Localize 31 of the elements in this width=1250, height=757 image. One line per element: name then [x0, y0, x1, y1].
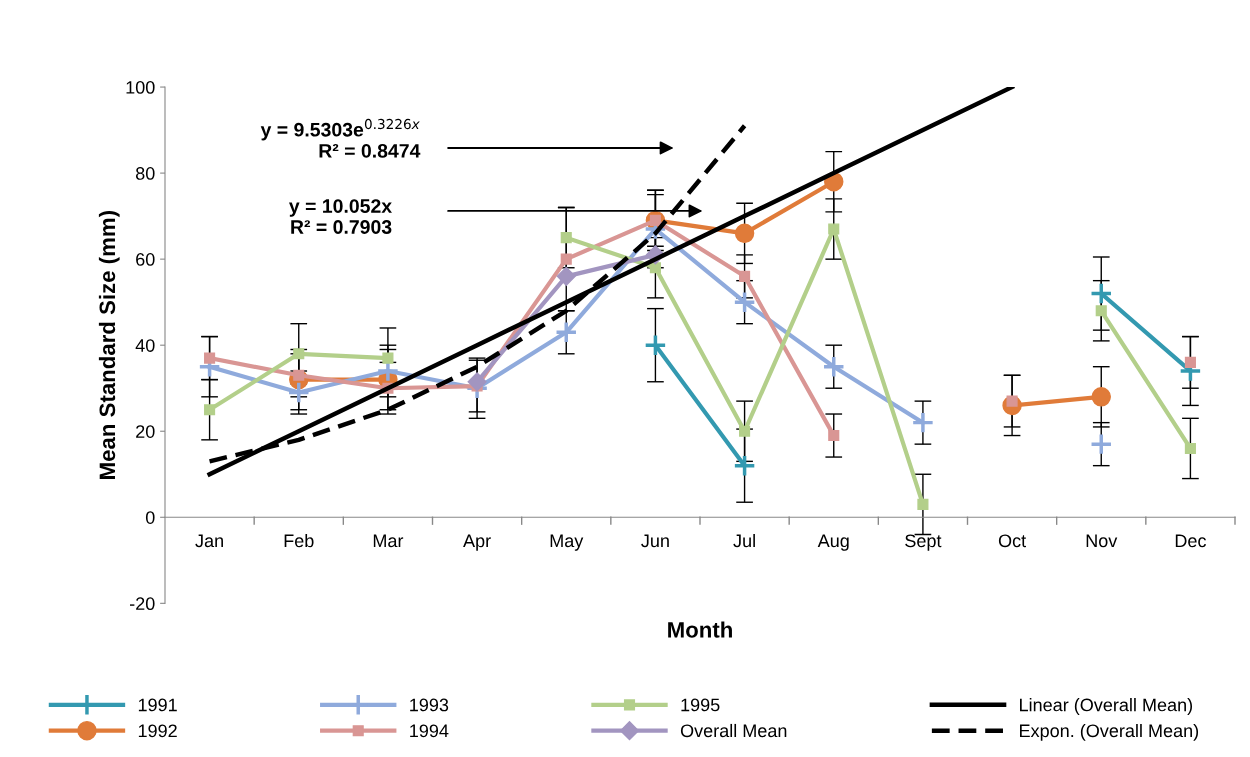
x-tick-label: Aug [817, 534, 849, 551]
y-axis-title: Mean Standard Size (mm) [98, 211, 120, 479]
x-tick-label: Mar [373, 534, 404, 548]
y-tick-label: 80 [135, 167, 155, 180]
y-tick-label: 20 [136, 425, 155, 438]
x-tick-label: Feb [284, 533, 314, 548]
legend-label: Expon. (Overall Mean) [1020, 723, 1199, 741]
annotation: y = 9.5303e$^{0.3226x}$ R² = 0.8474 [260, 118, 421, 158]
x-tick-label: Apr [463, 534, 491, 551]
y-tick-label: 0 [145, 511, 155, 524]
x-tick-label: Sept [905, 534, 942, 551]
legend-label: 1992 [138, 724, 177, 738]
x-tick-label: Oct [998, 534, 1026, 548]
x-axis-title: Month [668, 621, 732, 638]
annotation: y = 10.052x R² = 0.7903 [289, 199, 392, 234]
x-tick-label: Jan [195, 534, 223, 548]
y-tick-label: -20 [129, 597, 155, 611]
x-tick-label: May [550, 534, 584, 551]
y-tick-label: 40 [135, 339, 155, 352]
legend-label: Linear (Overall Mean) [1020, 698, 1193, 715]
x-tick-label: Jul [733, 533, 755, 548]
legend-label: 1991 [138, 698, 177, 712]
x-tick-label: Nov [1086, 534, 1118, 548]
x-tick-label: Dec [1175, 534, 1206, 548]
y-tick-label: 60 [136, 253, 155, 266]
legend-label: 1995 [681, 698, 720, 712]
legend-label: Overall Mean [680, 723, 787, 738]
legend-label: 1993 [410, 698, 449, 712]
legend-label: 1994 [410, 724, 449, 738]
x-tick-label: Jun [641, 534, 669, 548]
y-tick-label: 100 [126, 80, 155, 94]
